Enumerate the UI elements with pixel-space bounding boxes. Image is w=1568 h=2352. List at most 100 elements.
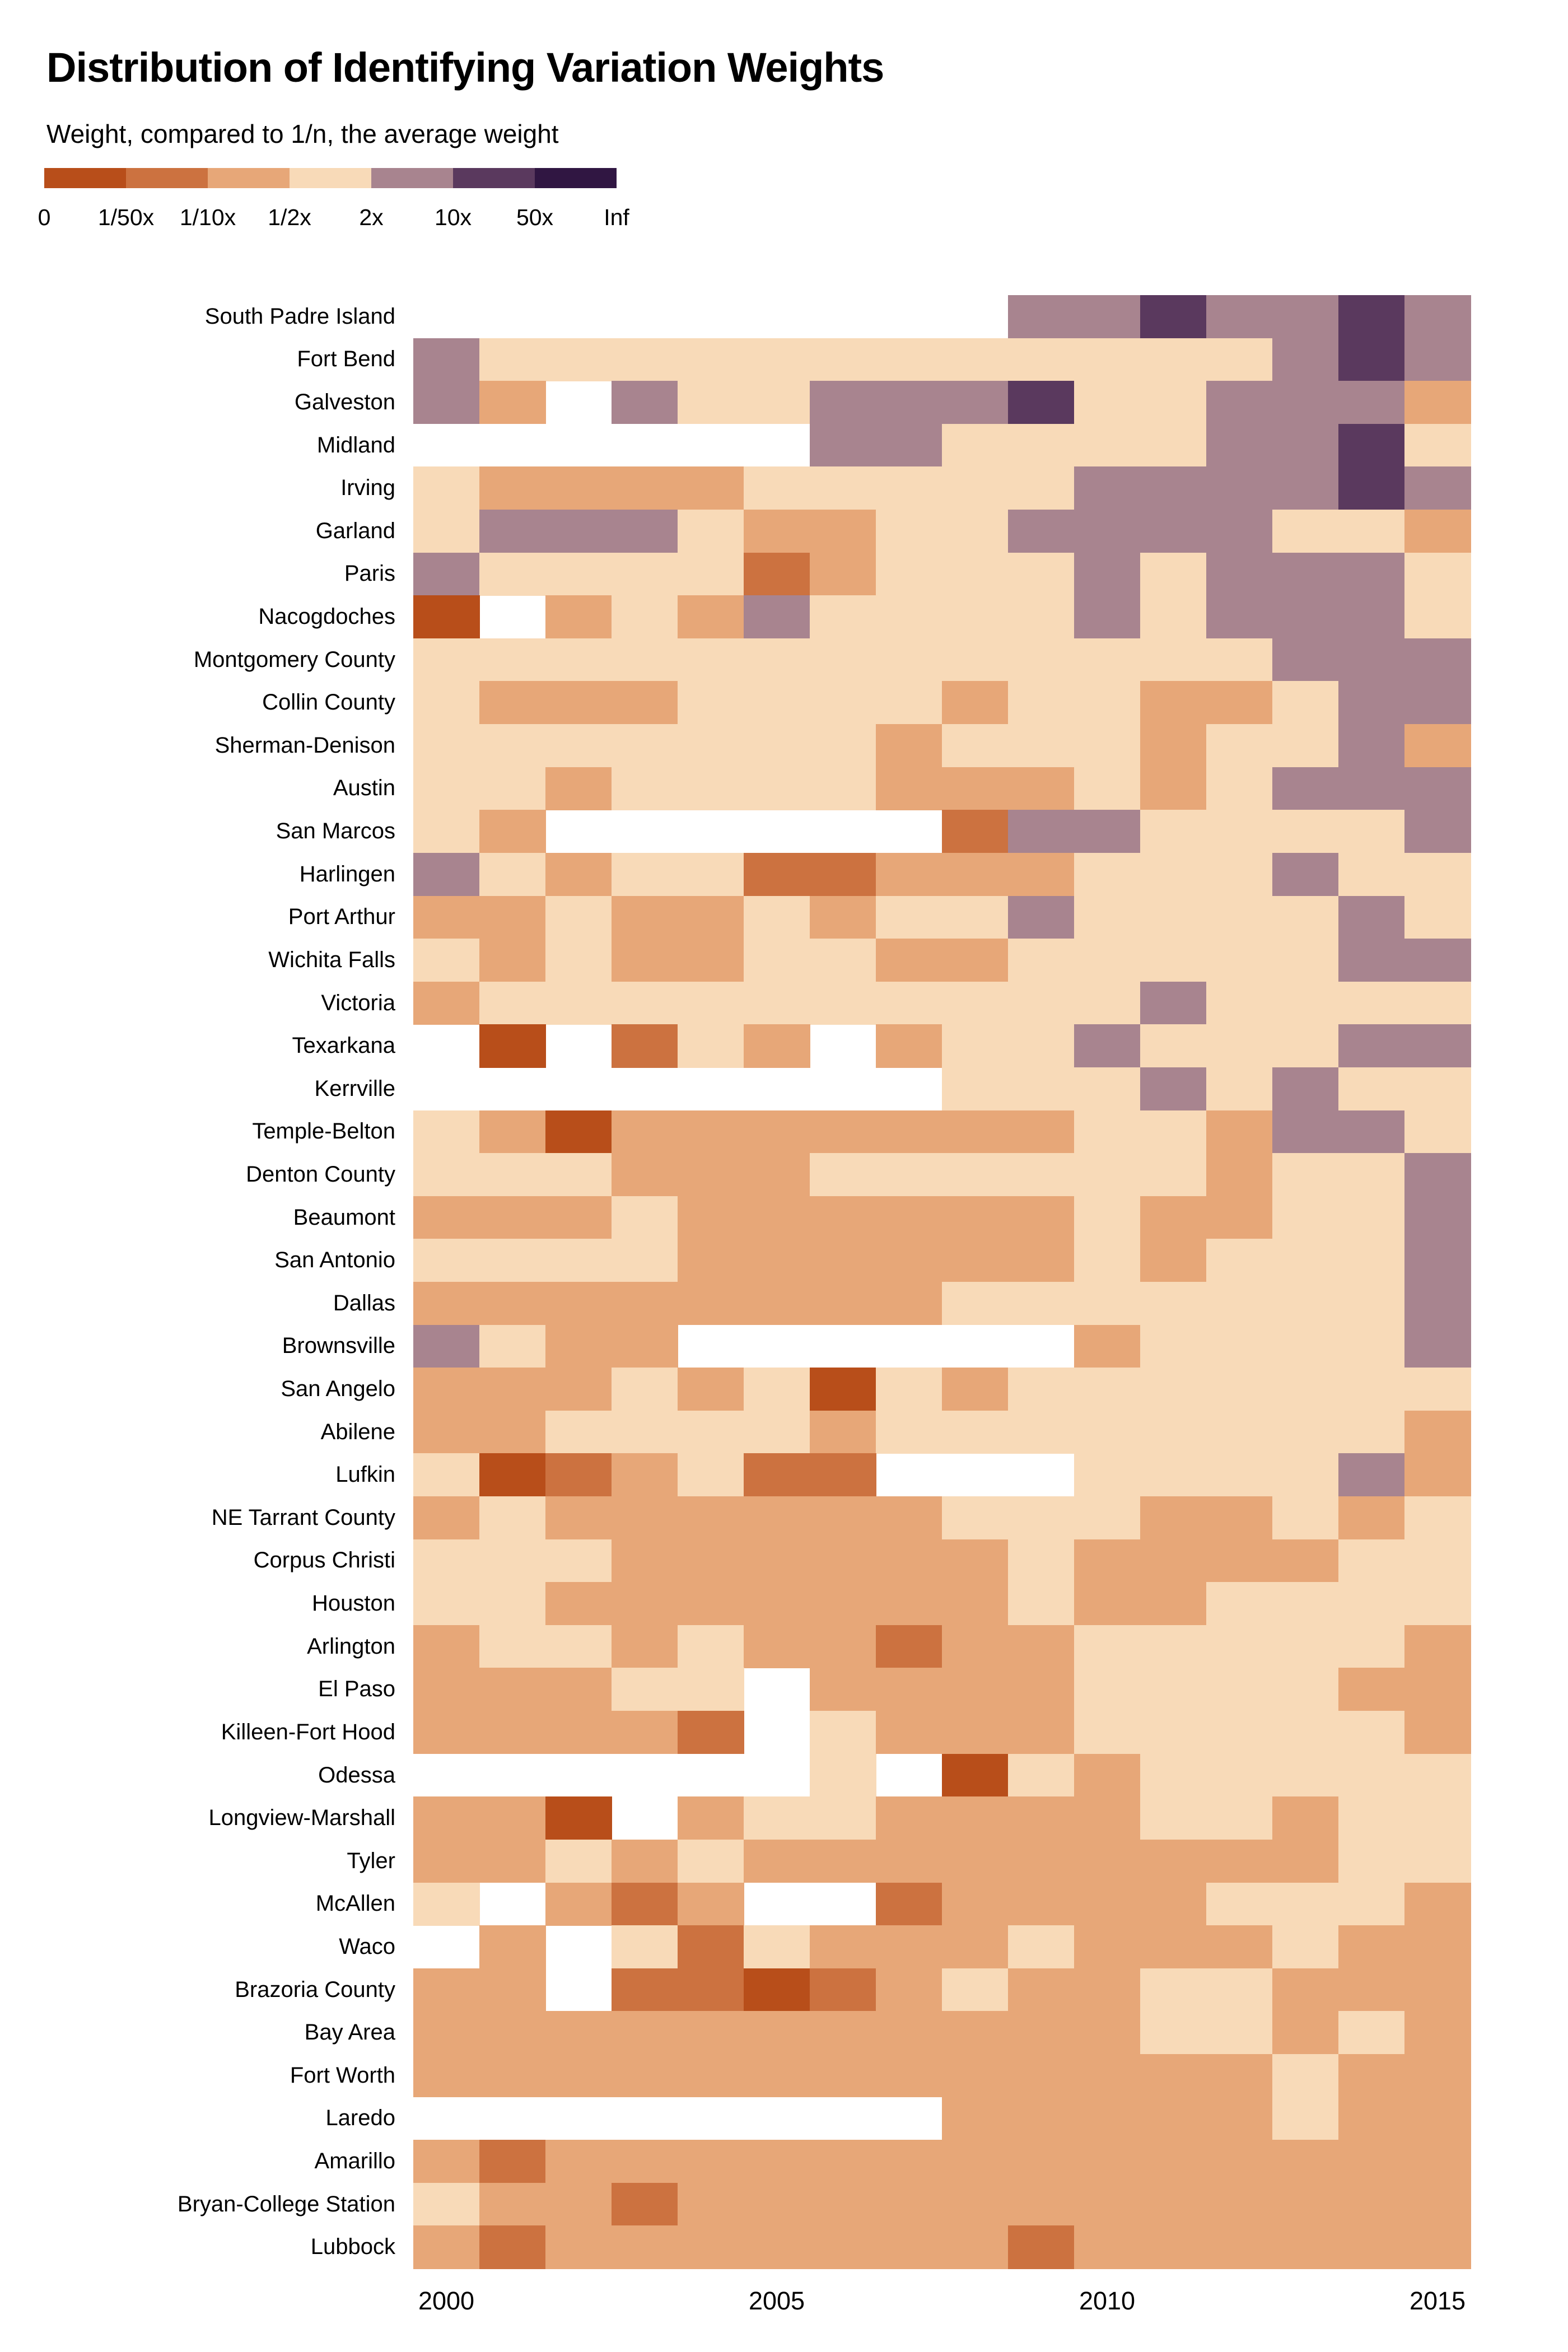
heatmap-cell [1140,1196,1207,1239]
row-label: Fort Bend [297,347,395,372]
heatmap-cell [942,1882,1009,1926]
heatmap-cell [1206,810,1273,853]
heatmap-cell [744,1024,810,1068]
heatmap-cell [744,2011,810,2055]
heatmap-cell [678,2182,744,2226]
heatmap-cell [1206,423,1273,468]
heatmap-cell [1404,1410,1471,1454]
legend-tick-label: 1/10x [179,204,236,230]
heatmap-cell [1206,1110,1273,1154]
heatmap-cell [810,2182,876,2226]
heatmap-cell [1140,1496,1207,1540]
heatmap-cell [876,1368,942,1411]
heatmap-cell [942,724,1009,768]
heatmap-cell [1338,939,1405,982]
heatmap-cell [1140,1410,1207,1454]
heatmap-cell [479,1839,546,1883]
legend-segment [126,168,208,188]
heatmap-cell [942,1067,1009,1111]
heatmap-cell [612,1410,678,1454]
heatmap-cell [1272,1410,1339,1454]
legend-tick-label: Inf [604,204,629,230]
heatmap-cell [1140,1711,1207,1754]
heatmap-cell [413,981,480,1025]
heatmap-cell [810,852,876,897]
heatmap-cell [413,2054,480,2098]
heatmap-cell [876,1539,942,1583]
heatmap-cell [1008,1625,1075,1669]
heatmap-cell [876,2182,942,2226]
heatmap-cell [479,981,546,1025]
heatmap-cell [1140,1753,1207,1797]
heatmap-cell [413,852,480,897]
row-label: Victoria [321,990,395,1015]
heatmap-cell [1074,1796,1141,1840]
heatmap-cell [1404,1239,1471,1282]
heatmap-cell [810,1110,876,1154]
heatmap-cell [1008,423,1075,468]
heatmap-cell [876,2011,942,2055]
heatmap-cell [1008,1925,1075,1969]
heatmap-cell [876,1625,942,1669]
heatmap-cell [1272,2140,1339,2183]
heatmap-cell [1338,1410,1405,1454]
heatmap-cell [876,1410,942,1454]
row-label: Houston [312,1591,395,1616]
heatmap-cell [678,1668,744,1711]
heatmap-cell [942,1839,1009,1883]
row-label: Brazoria County [235,1977,395,2002]
heatmap-cell [1404,1796,1471,1840]
heatmap-cell [545,552,612,596]
heatmap [413,295,1471,2269]
heatmap-cell [876,2140,942,2183]
heatmap-cell [479,1110,546,1154]
heatmap-cell [612,1282,678,1326]
heatmap-cell [1404,767,1471,810]
heatmap-cell [1008,1282,1075,1326]
heatmap-cell [413,1453,480,1497]
heatmap-cell [545,1625,612,1669]
heatmap-cell [1074,1882,1141,1926]
row-label: South Padre Island [204,304,395,329]
heatmap-cell [1206,552,1273,596]
heatmap-cell [678,1153,744,1197]
heatmap-cell [810,552,876,596]
heatmap-cell [1404,1582,1471,1626]
heatmap-cell [1074,1582,1141,1626]
heatmap-cell [1140,295,1207,339]
heatmap-cell [1272,2182,1339,2226]
row-label: San Marcos [276,819,395,844]
heatmap-cell [479,2182,546,2226]
heatmap-cell [1008,681,1075,725]
heatmap-cell [545,2140,612,2183]
heatmap-cell [678,767,744,810]
heatmap-cell [1140,510,1207,553]
row-label: Killeen-Fort Hood [221,1719,395,1744]
heatmap-cell [678,2054,744,2098]
heatmap-cell [612,2182,678,2226]
heatmap-cell [1404,595,1471,639]
heatmap-cell [1206,381,1273,424]
heatmap-cell [612,1496,678,1540]
heatmap-cell [1140,1282,1207,1326]
heatmap-cell [678,1925,744,1969]
heatmap-cell [413,724,480,768]
heatmap-cell [876,1239,942,1282]
heatmap-cell [1272,1539,1339,1583]
heatmap-cell [1338,1024,1405,1068]
heatmap-cell [1008,981,1075,1025]
heatmap-cell [1008,767,1075,810]
heatmap-cell [1338,1582,1405,1626]
heatmap-cell [810,2011,876,2055]
heatmap-cell [1074,852,1141,897]
heatmap-cell [1008,595,1075,639]
heatmap-cell [1140,423,1207,468]
heatmap-cell [810,1282,876,1326]
legend-segment [453,168,535,188]
row-label: Corpus Christi [253,1548,395,1573]
heatmap-cell [1404,1368,1471,1411]
heatmap-cell [1008,1153,1075,1197]
heatmap-cell [1206,724,1273,768]
heatmap-cell [876,1796,942,1840]
heatmap-cell [612,1668,678,1711]
